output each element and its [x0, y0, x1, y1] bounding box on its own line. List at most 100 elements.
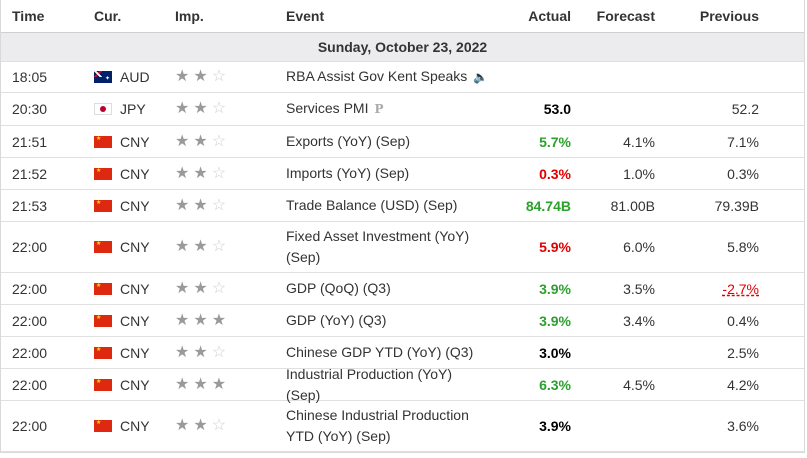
event-title[interactable]: Exports (YoY) (Sep): [286, 133, 410, 149]
importance-stars: ★ ★ ☆: [163, 132, 275, 150]
flag-cn-icon: [94, 346, 112, 359]
table-row[interactable]: 21:52CNY★★☆Imports (YoY) (Sep)0.3%1.0%0.…: [1, 158, 804, 190]
header-currency[interactable]: Cur.: [94, 8, 122, 24]
event-title[interactable]: Services PMI: [286, 100, 369, 116]
table-row[interactable]: 22:00CNY★★★Industrial Production (YoY) (…: [1, 366, 804, 403]
event-title[interactable]: Fixed Asset Investment (YoY) (Sep): [286, 228, 470, 265]
event-name[interactable]: Imports (YoY) (Sep): [275, 163, 490, 184]
flag-cn-icon: [94, 378, 112, 391]
header-forecast[interactable]: Forecast: [596, 8, 655, 24]
event-name[interactable]: Trade Balance (USD) (Sep): [275, 195, 490, 216]
event-time: 21:51: [12, 133, 48, 150]
star-filled-icon: ★: [193, 68, 208, 85]
previous-value: 4.2%: [727, 376, 759, 393]
currency-code: CNY: [120, 280, 150, 297]
event-title[interactable]: RBA Assist Gov Kent Speaks: [286, 68, 468, 84]
event-actual: 5.7%: [539, 133, 571, 150]
table-row[interactable]: 22:00CNY★★☆Fixed Asset Investment (YoY) …: [1, 222, 804, 273]
previous-value[interactable]: -2.7%: [722, 280, 759, 297]
star-filled-icon: ★: [175, 238, 190, 255]
star-empty-icon: ☆: [211, 68, 227, 85]
event-forecast: 3.4%: [623, 312, 655, 329]
event-previous: 5.8%: [655, 239, 759, 255]
header-importance[interactable]: Imp.: [175, 8, 204, 24]
event-name[interactable]: Industrial Production (YoY) (Sep): [275, 364, 490, 406]
importance-stars: ★ ★ ★: [163, 312, 275, 329]
event-time: 22:00: [12, 418, 48, 434]
table-row[interactable]: 22:00CNY★★☆Chinese Industrial Production…: [1, 401, 804, 452]
preliminary-icon: P: [374, 102, 384, 116]
importance-stars: ★ ★ ★: [163, 375, 275, 393]
event-name[interactable]: GDP (YoY) (Q3): [275, 310, 490, 331]
event-name[interactable]: Exports (YoY) (Sep): [275, 131, 490, 152]
event-name[interactable]: RBA Assist Gov Kent Speaks 🔈: [275, 66, 490, 88]
day-separator: Sunday, October 23, 2022: [1, 33, 804, 62]
star-filled-icon: ★: [175, 132, 190, 150]
event-forecast: 4.5%: [623, 376, 655, 393]
flag-cn-icon: [94, 420, 112, 432]
previous-value: 79.39B: [714, 197, 759, 214]
star-filled-icon: ★: [193, 132, 208, 150]
star-filled-icon: ★: [175, 68, 190, 85]
event-currency: CNY: [83, 239, 163, 255]
currency-code: CNY: [120, 133, 150, 150]
header-event[interactable]: Event: [286, 7, 325, 24]
table-row[interactable]: 22:00CNY★★☆Chinese GDP YTD (YoY) (Q3)3.0…: [1, 337, 804, 369]
event-name[interactable]: GDP (QoQ) (Q3): [275, 278, 490, 299]
star-filled-icon: ★: [193, 100, 208, 117]
table-row[interactable]: 20:30 JPY ★ ★ ☆ Services PMI P 53.0 52.2: [1, 93, 804, 126]
event-title[interactable]: Chinese GDP YTD (YoY) (Q3): [286, 344, 474, 360]
event-currency: CNY: [83, 377, 163, 393]
previous-value: 52.2: [731, 101, 759, 117]
importance-stars: ★ ★ ☆: [163, 164, 275, 182]
event-title[interactable]: GDP (YoY) (Q3): [286, 312, 387, 328]
event-name[interactable]: Chinese Industrial Production YTD (YoY) …: [275, 405, 490, 447]
flag-cn-icon: [94, 135, 112, 148]
event-actual: 5.9%: [539, 239, 571, 255]
header-time[interactable]: Time: [12, 8, 45, 24]
event-title[interactable]: Imports (YoY) (Sep): [286, 165, 410, 181]
event-previous: 2.5%: [655, 345, 759, 361]
star-filled-icon: ★: [193, 164, 208, 182]
event-time: 22:00: [12, 376, 48, 393]
star-filled-icon: ★: [175, 375, 190, 393]
importance-stars: ★ ★ ☆: [163, 280, 275, 297]
event-actual: 6.3%: [539, 376, 571, 393]
star-empty-icon: ☆: [211, 132, 227, 150]
star-filled-icon: ★: [211, 375, 227, 393]
importance-stars: ★ ★ ☆: [163, 344, 275, 361]
event-title[interactable]: GDP (QoQ) (Q3): [286, 280, 391, 296]
importance-stars: ★ ★ ☆: [163, 239, 275, 255]
event-forecast: 1.0%: [623, 165, 655, 182]
speaker-icon: 🔈: [473, 70, 489, 84]
event-title[interactable]: Industrial Production (YoY) (Sep): [286, 365, 453, 403]
importance-stars: ★ ★ ☆: [163, 101, 275, 117]
table-row[interactable]: 21:53CNY★★☆Trade Balance (USD) (Sep)84.7…: [1, 190, 804, 222]
star-empty-icon: ☆: [211, 100, 227, 117]
event-name[interactable]: Services PMI P: [275, 98, 490, 120]
event-currency: CNY: [83, 166, 163, 182]
event-name[interactable]: Chinese GDP YTD (YoY) (Q3): [275, 342, 490, 363]
header-previous[interactable]: Previous: [699, 8, 759, 24]
table-row[interactable]: 22:00CNY★★☆GDP (QoQ) (Q3)3.9%3.5%-2.7%: [1, 273, 804, 305]
star-filled-icon: ★: [193, 375, 208, 393]
day-label: Sunday, October 23, 2022: [317, 39, 488, 55]
currency-code: AUD: [120, 69, 150, 85]
table-row[interactable]: 21:51CNY★★☆Exports (YoY) (Sep)5.7%4.1%7.…: [1, 126, 804, 158]
event-forecast: 81.00B: [610, 197, 655, 214]
importance-stars: ★ ★ ☆: [163, 418, 275, 434]
currency-code: CNY: [120, 197, 150, 214]
flag-cn-icon: [94, 167, 112, 180]
table-row[interactable]: 18:05AUD★★☆RBA Assist Gov Kent Speaks🔈: [1, 62, 804, 93]
event-time: 20:30: [12, 101, 48, 117]
event-name[interactable]: Fixed Asset Investment (YoY) (Sep): [275, 226, 490, 268]
star-empty-icon: ☆: [211, 417, 227, 434]
flag-au-icon: [94, 71, 112, 83]
event-time: 21:53: [12, 197, 48, 214]
table-row[interactable]: 22:00CNY★★★GDP (YoY) (Q3)3.9%3.4%0.4%: [1, 305, 804, 337]
event-title[interactable]: Trade Balance (USD) (Sep): [286, 197, 458, 213]
event-title[interactable]: Chinese Industrial Production YTD (YoY) …: [286, 407, 469, 444]
event-currency: CNY: [83, 281, 163, 297]
header-actual[interactable]: Actual: [528, 8, 571, 24]
